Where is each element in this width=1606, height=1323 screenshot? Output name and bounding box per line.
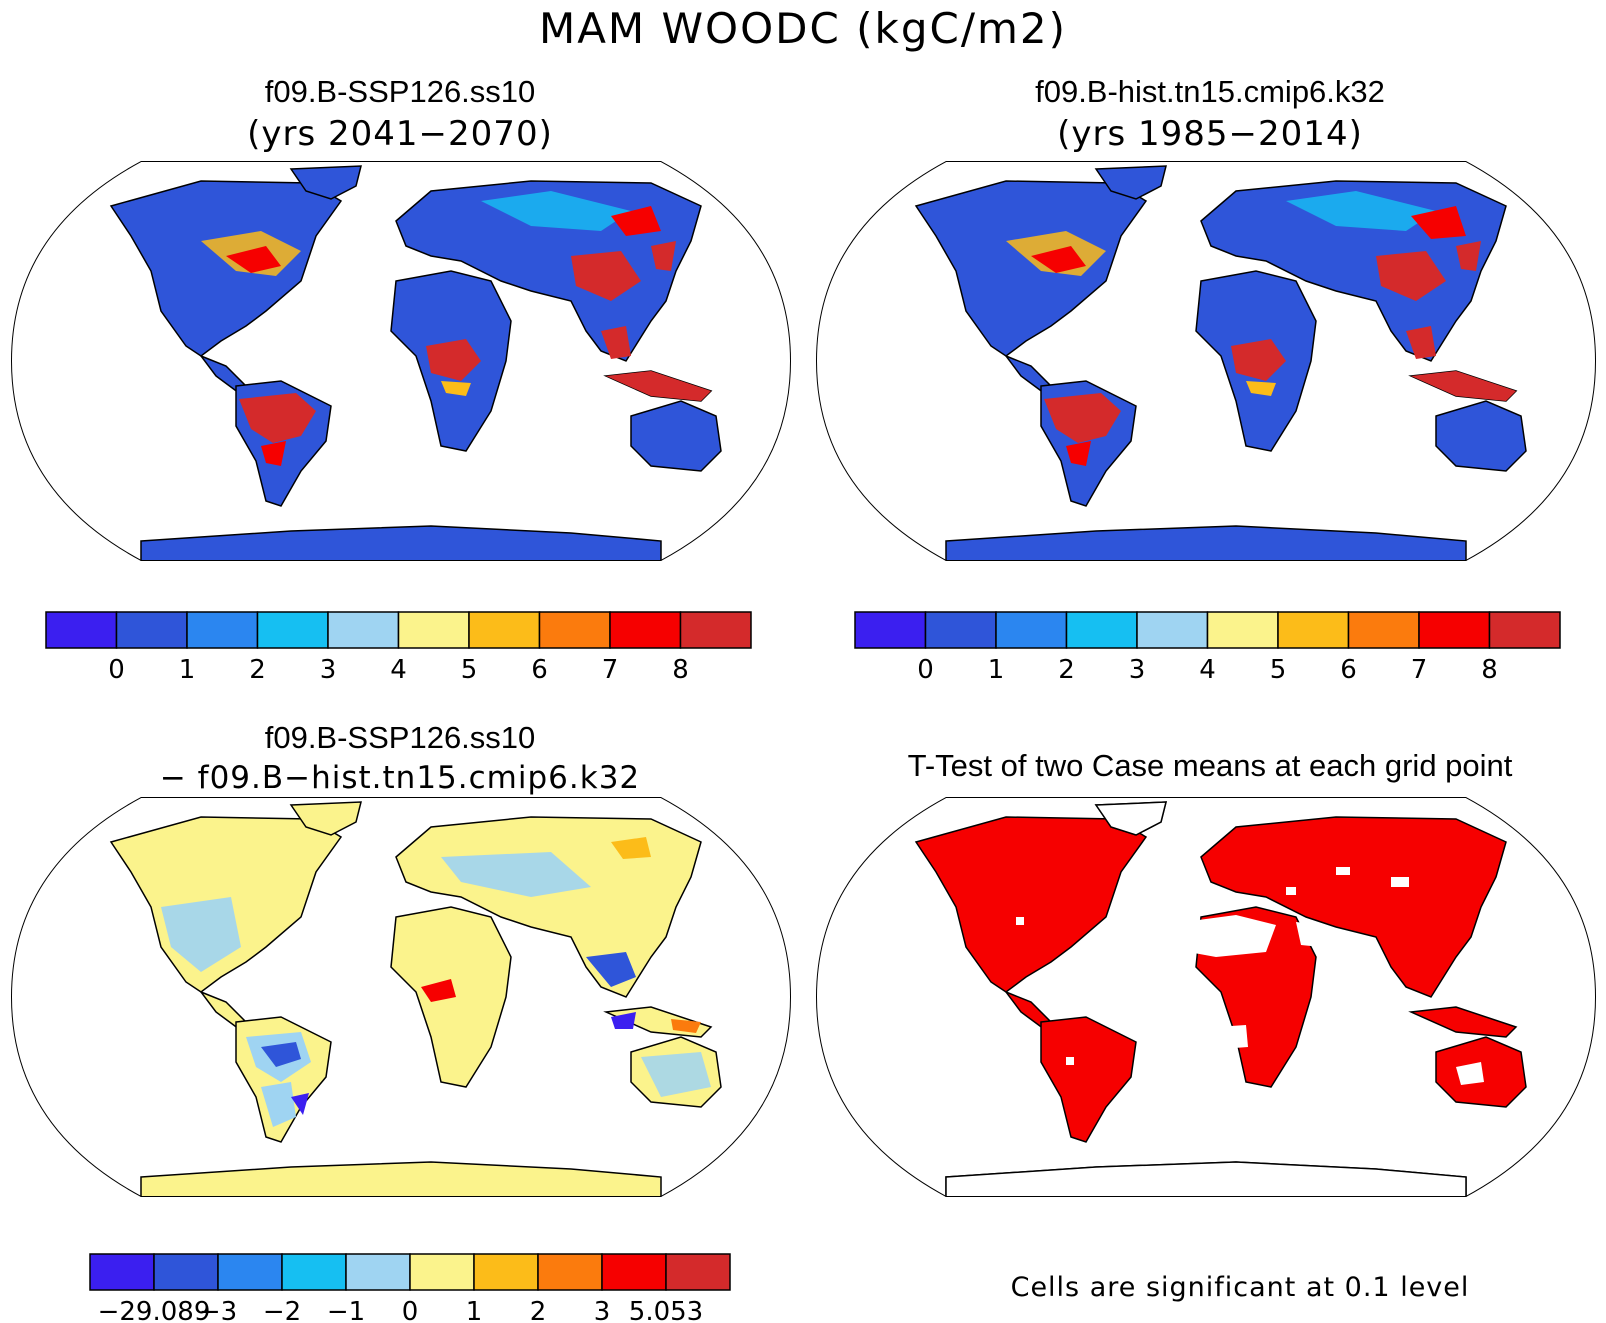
- colorbar-swatch: [115, 611, 188, 649]
- colorbar-swatch: [601, 1253, 667, 1291]
- colorbar-tick-label: 2: [249, 655, 266, 680]
- colorbar-tick-label: 4: [390, 655, 407, 680]
- colorbar-swatch: [281, 1253, 347, 1291]
- map-case1: [11, 161, 791, 561]
- colorbar-swatch: [327, 611, 400, 649]
- colorbar-tick-label: 3: [320, 655, 337, 680]
- colorbar-swatch: [217, 1253, 283, 1291]
- colorbar-tick-label: 0: [402, 1297, 419, 1322]
- colorbar-swatch: [256, 611, 329, 649]
- colorbar-tick-label: 0: [917, 655, 934, 680]
- map-difference: [11, 797, 791, 1197]
- colorbar-tick-label: −3: [199, 1297, 237, 1322]
- colorbar-swatch: [1206, 611, 1279, 649]
- colorbar-tick-label: 6: [1340, 655, 1357, 680]
- colorbar-swatch: [665, 1253, 731, 1291]
- colorbar-tick-label: 0: [108, 655, 125, 680]
- colorbar-swatch: [45, 611, 118, 649]
- map-case2: [816, 161, 1596, 561]
- colorbar-swatch: [609, 611, 682, 649]
- colorbar-swatch: [1277, 611, 1350, 649]
- colorbar-swatch: [854, 611, 927, 649]
- colorbar-swatch: [537, 1253, 603, 1291]
- colorbar-tick-label: 2: [1058, 655, 1075, 680]
- colorbar-swatch: [924, 611, 997, 649]
- colorbar-swatch: [995, 611, 1068, 649]
- colorbar-tick-label: 3: [1129, 655, 1146, 680]
- colorbar-swatch: [1347, 611, 1420, 649]
- colorbar-tick-label: 8: [1481, 655, 1498, 680]
- significance-note: Cells are significant at 0.1 level: [1010, 1272, 1470, 1303]
- colorbar-tick-label: −2: [263, 1297, 301, 1322]
- colorbar-case1: 0 1 2 3 4 5 6 7 8: [45, 611, 752, 680]
- map-ttest: [816, 797, 1596, 1197]
- colorbar-swatch: [397, 611, 470, 649]
- panel-title-ttest: T-Test of two Case means at each grid po…: [907, 748, 1513, 783]
- colorbar-swatch: [1488, 611, 1561, 649]
- colorbar-tick-label: 7: [1411, 655, 1428, 680]
- colorbar-swatch: [538, 611, 611, 649]
- colorbar-swatch: [473, 1253, 539, 1291]
- colorbar-tick-label: 4: [1199, 655, 1216, 680]
- panel-subtitle-diff: − f09.B−hist.tn15.cmip6.k32: [159, 760, 641, 796]
- colorbar-tick-label: 1: [988, 655, 1005, 680]
- figure-title: MAM WOODC (kgC/m2): [538, 4, 1068, 53]
- colorbar-swatch: [409, 1253, 475, 1291]
- colorbar-swatch: [1418, 611, 1491, 649]
- panel-title-case2: f09.B-hist.tn15.cmip6.k32: [1035, 74, 1385, 109]
- colorbar-tick-label: 2: [530, 1297, 547, 1322]
- colorbar-swatch: [679, 611, 752, 649]
- colorbar-tick-label: 8: [672, 655, 689, 680]
- colorbar-tick-label: 5.053: [629, 1297, 703, 1322]
- colorbar-tick-label: 7: [602, 655, 619, 680]
- colorbar-difference: −29.089−3 −2 −1 0 1 2 3 5.053: [89, 1253, 731, 1322]
- panel-title-case1: f09.B-SSP126.ss10: [264, 74, 536, 109]
- colorbar-tick-label: 1: [179, 655, 196, 680]
- colorbar-swatch: [1136, 611, 1209, 649]
- colorbar-swatch: [345, 1253, 411, 1291]
- colorbar-swatch: [89, 1253, 155, 1291]
- panel-title-diff: f09.B-SSP126.ss10: [264, 720, 536, 755]
- panel-subtitle-case2: (yrs 1985−2014): [1057, 114, 1363, 154]
- colorbar-swatch: [153, 1253, 219, 1291]
- colorbar-swatch: [186, 611, 259, 649]
- colorbar-tick-label: 3: [594, 1297, 611, 1322]
- colorbar-swatch: [1065, 611, 1138, 649]
- colorbar-tick-label: 1: [466, 1297, 483, 1322]
- colorbar-case2: 0 1 2 3 4 5 6 7 8: [854, 611, 1561, 680]
- panel-subtitle-case1: (yrs 2041−2070): [247, 114, 553, 154]
- colorbar-swatch: [468, 611, 541, 649]
- colorbar-tick-label: −1: [327, 1297, 365, 1322]
- colorbar-tick-label: 5: [461, 655, 478, 680]
- colorbar-tick-label: −29.089: [98, 1297, 211, 1322]
- colorbar-tick-label: 6: [531, 655, 548, 680]
- colorbar-tick-label: 5: [1270, 655, 1287, 680]
